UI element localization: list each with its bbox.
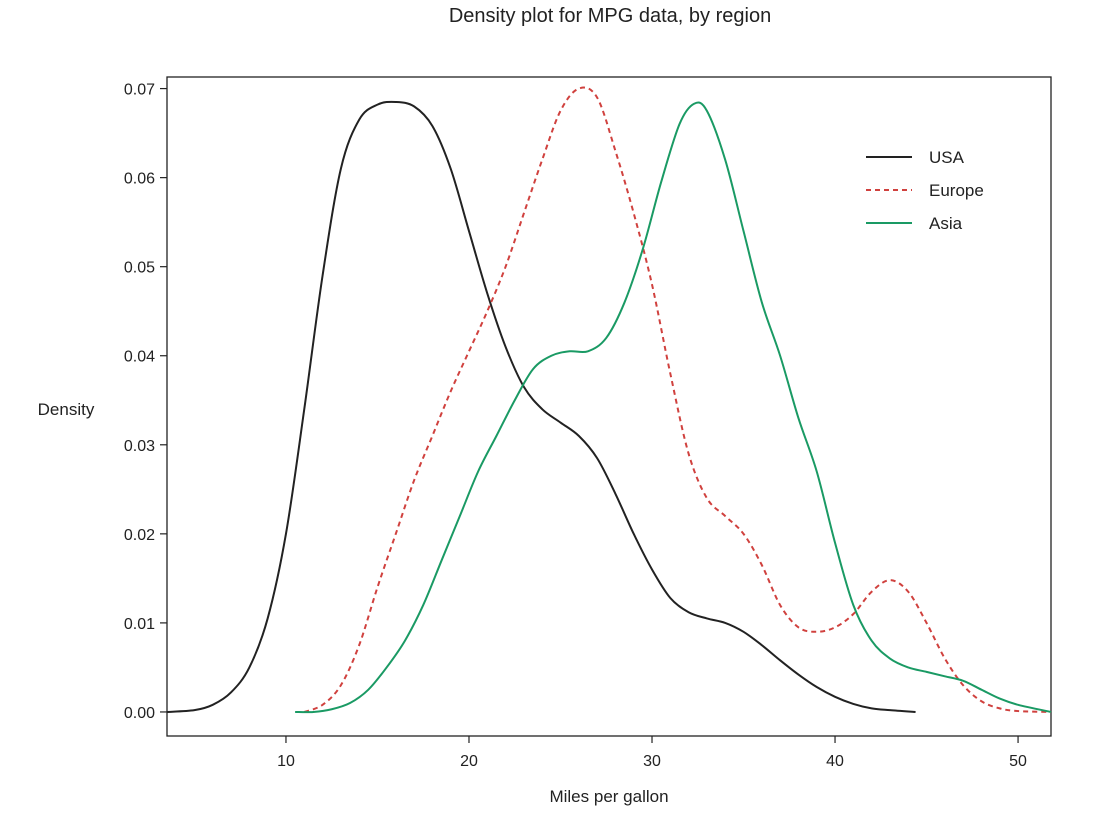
chart-title: Density plot for MPG data, by region [449,5,771,27]
series-line-asia [295,101,1052,714]
y-tick-label: 0.00 [124,705,155,722]
y-tick-label: 0.04 [124,349,155,366]
y-tick-label: 0.01 [124,616,155,633]
x-tick-label: 20 [460,753,478,770]
series-line-usa [166,100,916,713]
legend-label-usa: USA [929,148,965,167]
y-axis-ticks: 0.00 0.01 0.02 0.03 0.04 0.05 0.06 0.07 [124,82,167,722]
y-tick-label: 0.05 [124,260,155,277]
series-line-europe [303,86,1052,713]
x-tick-label: 50 [1009,753,1027,770]
x-tick-label: 40 [826,753,844,770]
legend-label-europe: Europe [929,181,984,200]
x-tick-label: 10 [277,753,295,770]
y-tick-label: 0.03 [124,438,155,455]
y-tick-label: 0.06 [124,171,155,188]
series-lines [166,86,1052,714]
x-axis-ticks: 10 20 30 40 50 [277,736,1027,770]
plot-frame [166,76,1052,737]
legend-label-asia: Asia [929,214,963,233]
y-tick-label: 0.02 [124,527,155,544]
y-tick-label: 0.07 [124,82,155,99]
legend: USA Europe Asia [866,148,984,233]
x-axis-label: Miles per gallon [549,787,668,806]
x-tick-label: 30 [643,753,661,770]
y-axis-label: Density [38,400,95,419]
